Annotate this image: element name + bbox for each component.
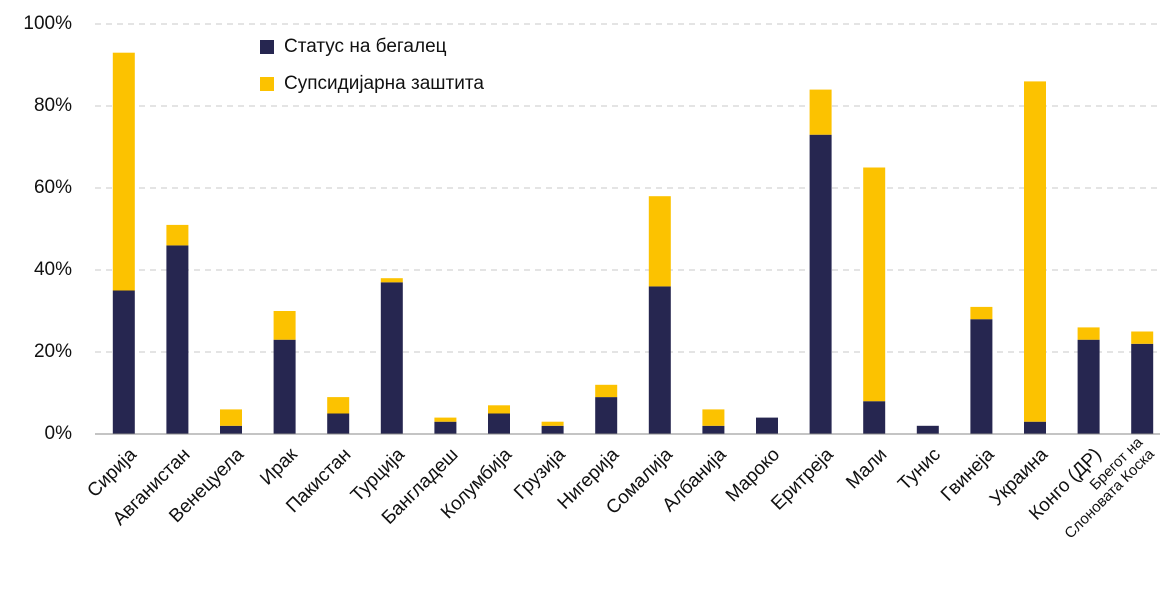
bar-segment — [273, 311, 296, 340]
bar-segment — [380, 278, 403, 283]
bar-segment — [112, 290, 135, 434]
bar-segment — [1024, 421, 1046, 434]
bar-segment — [648, 196, 671, 287]
bar-segment — [916, 425, 939, 434]
bar-segment — [166, 224, 189, 246]
bar-segment — [809, 134, 832, 434]
bar-segment — [380, 282, 403, 434]
y-tick-label: 0% — [45, 423, 73, 444]
bar-segment — [1024, 81, 1046, 422]
bar-segment — [595, 397, 618, 434]
y-tick-label: 100% — [23, 13, 72, 34]
x-tick-label: Ирак — [256, 444, 302, 490]
bar-segment — [541, 421, 564, 426]
bar-segment — [327, 397, 350, 414]
bar-segment — [1131, 343, 1154, 434]
bar-segment — [488, 405, 510, 414]
bar-segment — [327, 413, 350, 434]
bar-segment — [702, 425, 725, 434]
bar-segment — [863, 401, 886, 434]
bar-segment — [970, 319, 993, 434]
legend-label: Статус на бегалец — [284, 36, 447, 57]
bar-segment — [648, 286, 671, 434]
legend-label: Супсидијарна заштита — [284, 73, 484, 94]
bar-segment — [756, 417, 778, 434]
bar-segment — [595, 384, 618, 398]
y-tick-label: 20% — [34, 341, 72, 362]
bar-segment — [488, 413, 510, 434]
bar-segment — [220, 425, 242, 434]
bar-segment — [863, 167, 886, 402]
y-tick-label: 60% — [34, 177, 72, 198]
y-tick-label: 80% — [34, 95, 72, 116]
bar-segment — [809, 89, 832, 135]
x-tick-label: Тунис — [894, 444, 945, 495]
bar-segment — [220, 409, 242, 426]
legend-swatch — [260, 77, 274, 91]
y-tick-label: 40% — [34, 259, 72, 280]
bar-segment — [434, 421, 457, 434]
x-tick-label: Мали — [842, 444, 891, 493]
bar-segment — [166, 245, 189, 434]
bar-segment — [1077, 339, 1100, 434]
bar-segment — [1131, 331, 1154, 344]
legend-swatch — [260, 40, 274, 54]
bar-segment — [970, 306, 993, 320]
bar-segment — [541, 425, 564, 434]
bar-segment — [1077, 327, 1100, 340]
bar-segment — [702, 409, 725, 426]
bar-segment — [273, 339, 296, 434]
bar-segment — [434, 417, 457, 422]
bar-segment — [112, 52, 135, 291]
